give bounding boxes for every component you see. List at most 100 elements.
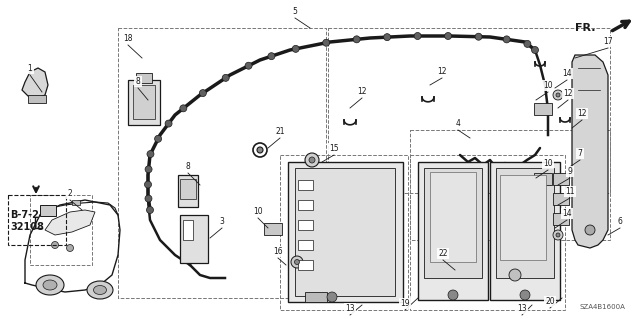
Text: 5: 5 (292, 7, 298, 16)
Text: B-7-2: B-7-2 (10, 210, 39, 220)
Circle shape (414, 33, 421, 40)
Circle shape (327, 292, 337, 302)
Text: 10: 10 (543, 159, 553, 168)
Circle shape (556, 233, 560, 237)
Bar (40, 205, 56, 216)
Bar (424, 168, 482, 278)
Text: 14: 14 (562, 209, 572, 218)
Circle shape (531, 47, 538, 54)
Ellipse shape (36, 275, 64, 295)
Circle shape (383, 33, 390, 41)
Text: 3: 3 (220, 217, 225, 226)
Circle shape (448, 290, 458, 300)
Text: 10: 10 (543, 81, 553, 90)
Bar (280, 155, 408, 310)
Circle shape (145, 181, 152, 188)
Text: 1: 1 (28, 64, 33, 73)
Circle shape (553, 230, 563, 240)
Text: 12: 12 (357, 87, 367, 96)
Text: 11: 11 (565, 187, 575, 196)
Text: 4: 4 (456, 119, 460, 128)
Text: 8: 8 (186, 162, 190, 171)
Bar (298, 200, 313, 210)
Bar (133, 85, 155, 119)
Bar (128, 80, 160, 125)
Circle shape (145, 195, 152, 202)
Polygon shape (22, 68, 48, 98)
Polygon shape (572, 55, 608, 248)
Circle shape (524, 41, 531, 48)
Circle shape (292, 45, 300, 52)
Text: FR.: FR. (575, 23, 596, 33)
Text: 17: 17 (603, 37, 613, 46)
Circle shape (556, 93, 560, 97)
Bar (328, 28, 610, 193)
Circle shape (199, 90, 206, 97)
Bar (410, 130, 610, 240)
Circle shape (147, 151, 154, 158)
Polygon shape (45, 210, 95, 235)
Circle shape (51, 241, 58, 249)
Ellipse shape (93, 286, 106, 294)
Text: 16: 16 (273, 247, 283, 256)
Text: 18: 18 (124, 34, 132, 43)
Ellipse shape (87, 281, 113, 299)
Circle shape (353, 36, 360, 43)
Circle shape (475, 33, 482, 40)
Bar (180, 179, 196, 199)
Bar (418, 162, 488, 300)
Bar (298, 180, 313, 190)
Bar (534, 103, 552, 115)
Bar (298, 220, 313, 230)
Bar (500, 175, 546, 260)
Text: 13: 13 (517, 304, 527, 313)
Bar (72, 200, 80, 205)
Circle shape (520, 290, 530, 300)
Circle shape (165, 120, 172, 127)
Bar (136, 73, 152, 83)
Circle shape (257, 147, 263, 153)
Bar (298, 240, 313, 250)
Ellipse shape (43, 280, 57, 290)
Circle shape (323, 39, 330, 46)
Bar (295, 168, 395, 296)
Text: 12: 12 (563, 89, 573, 98)
Bar (288, 162, 403, 302)
Text: 13: 13 (345, 304, 355, 313)
Text: 8: 8 (136, 77, 140, 86)
Circle shape (553, 90, 563, 100)
Bar (496, 168, 554, 278)
Circle shape (503, 36, 510, 43)
Bar (305, 292, 327, 302)
Bar (534, 173, 552, 185)
Circle shape (145, 166, 152, 173)
Text: 19: 19 (400, 299, 410, 308)
Bar (490, 162, 560, 300)
Bar (553, 173, 569, 185)
Bar (30, 195, 92, 265)
Text: 15: 15 (329, 144, 339, 153)
Circle shape (147, 206, 154, 213)
Bar (553, 213, 569, 225)
Circle shape (309, 157, 315, 163)
Text: 21: 21 (275, 127, 285, 136)
Text: 2: 2 (68, 189, 72, 198)
Circle shape (155, 135, 161, 142)
Circle shape (509, 269, 521, 281)
Text: 7: 7 (577, 149, 582, 158)
Text: 12: 12 (437, 67, 447, 76)
Text: 20: 20 (545, 297, 555, 306)
Circle shape (445, 33, 452, 40)
Circle shape (294, 259, 300, 264)
Bar (183, 220, 193, 240)
Bar (264, 223, 282, 235)
Text: 32108: 32108 (10, 222, 44, 232)
Bar (410, 155, 565, 310)
Bar (28, 95, 46, 103)
Circle shape (222, 74, 229, 81)
Bar (8, 195, 66, 245)
Circle shape (180, 105, 187, 112)
Bar (298, 260, 313, 270)
Text: 12: 12 (577, 109, 587, 118)
Bar (553, 193, 569, 205)
